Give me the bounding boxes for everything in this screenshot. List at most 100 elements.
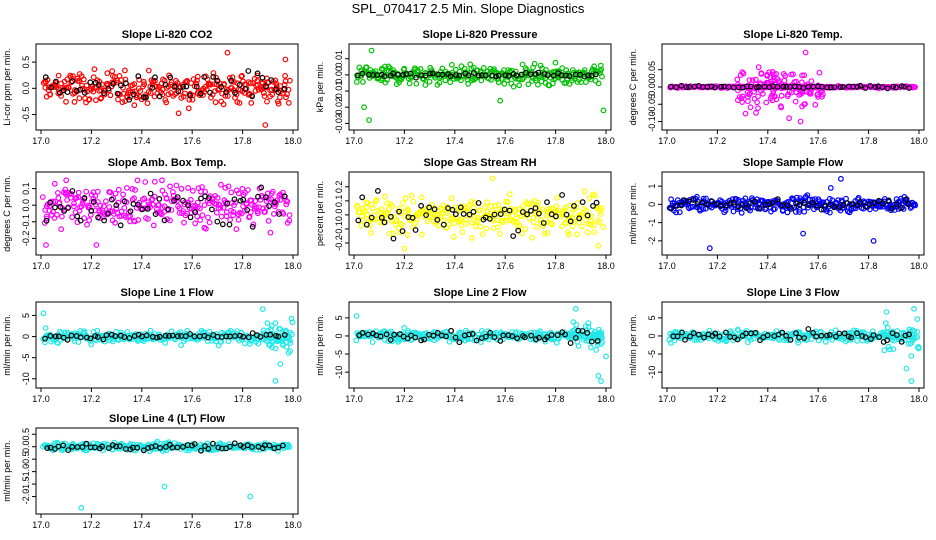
reference-point [774, 196, 781, 203]
y-tick-label: -0.10 [647, 111, 657, 132]
data-point [265, 217, 272, 224]
data-point [763, 99, 770, 106]
reference-point [400, 71, 407, 78]
reference-point [391, 331, 398, 338]
y-tick-label: -5 [334, 350, 344, 358]
data-point [481, 204, 488, 211]
reference-point [388, 213, 394, 220]
points-group [666, 305, 922, 385]
reference-point [766, 201, 773, 208]
y-tick-label: -0.5 [21, 451, 31, 467]
data-point [227, 216, 234, 223]
reference-point [868, 336, 874, 342]
reference-point [183, 83, 190, 90]
x-tick-label: 18.0 [597, 261, 615, 271]
reference-point [486, 215, 493, 222]
reference-point [457, 204, 464, 211]
reference-point [667, 83, 674, 90]
outlier-point [247, 493, 254, 500]
reference-point [271, 199, 278, 206]
reference-point [359, 330, 366, 336]
y-tick-label: -0.1 [21, 214, 31, 230]
data-point [804, 81, 811, 88]
data-point [468, 219, 475, 226]
data-point [366, 222, 373, 229]
data-point [595, 80, 602, 87]
data-point [55, 189, 61, 196]
y-tick-label: -10 [21, 372, 31, 385]
data-point [206, 328, 213, 335]
reference-point [747, 200, 753, 207]
reference-point [540, 220, 547, 226]
data-point [814, 92, 821, 98]
reference-point [815, 83, 821, 90]
reference-point [223, 333, 230, 340]
reference-point [64, 336, 71, 343]
data-point [541, 230, 548, 237]
y-tick-label: -0.2 [21, 231, 31, 247]
reference-point [898, 338, 905, 345]
data-point [86, 217, 93, 224]
data-point [755, 64, 762, 71]
plot-frame [661, 171, 925, 256]
reference-point [544, 199, 550, 206]
data-point [263, 337, 270, 344]
data-point [267, 229, 274, 236]
data-point [596, 219, 603, 226]
data-point [69, 214, 75, 221]
data-point [542, 338, 549, 345]
data-point [384, 200, 391, 207]
data-point [401, 65, 408, 72]
outlier-point [911, 305, 917, 312]
data-point [815, 337, 822, 344]
data-point [495, 79, 502, 86]
reference-point [113, 443, 119, 450]
reference-point [359, 194, 366, 201]
data-point [539, 206, 546, 213]
data-point [272, 345, 279, 352]
reference-point [191, 441, 198, 447]
reference-point [893, 201, 900, 208]
data-point [213, 201, 220, 208]
reference-point [482, 72, 489, 79]
data-point [76, 95, 83, 102]
reference-point [383, 331, 390, 338]
data-point [734, 76, 741, 83]
data-point [273, 80, 280, 87]
y-tick-label: 0.01 [334, 50, 344, 68]
data-point [356, 209, 363, 215]
data-point [283, 201, 290, 208]
reference-point [747, 83, 754, 90]
reference-point [709, 198, 715, 205]
reference-point [135, 73, 142, 80]
data-point [484, 199, 490, 206]
data-point [462, 216, 469, 223]
reference-point [370, 72, 377, 78]
reference-point [712, 84, 718, 91]
reference-point [210, 73, 217, 80]
x-tick-label: 17.0 [658, 394, 676, 404]
x-tick-label: 17.8 [860, 394, 878, 404]
reference-point [226, 221, 233, 228]
data-point [206, 219, 213, 226]
x-tick-label: 17.6 [183, 136, 201, 146]
data-point [405, 211, 412, 218]
reference-point [174, 444, 181, 451]
data-point [739, 93, 746, 100]
reference-point [92, 333, 99, 339]
reference-point [231, 440, 238, 447]
reference-point [94, 334, 101, 340]
data-point [65, 84, 72, 90]
y-axis-label: ml/min per min. [628, 183, 638, 245]
outlier-point [497, 97, 504, 104]
reference-point [756, 83, 762, 90]
data-point [690, 329, 696, 336]
x-tick-label: 17.0 [345, 394, 363, 404]
reference-point [567, 340, 574, 347]
points-group [666, 175, 919, 252]
reference-point [103, 332, 110, 339]
reference-point [215, 444, 222, 451]
reference-point [161, 217, 168, 224]
data-point [98, 94, 105, 101]
reference-point [396, 331, 403, 338]
